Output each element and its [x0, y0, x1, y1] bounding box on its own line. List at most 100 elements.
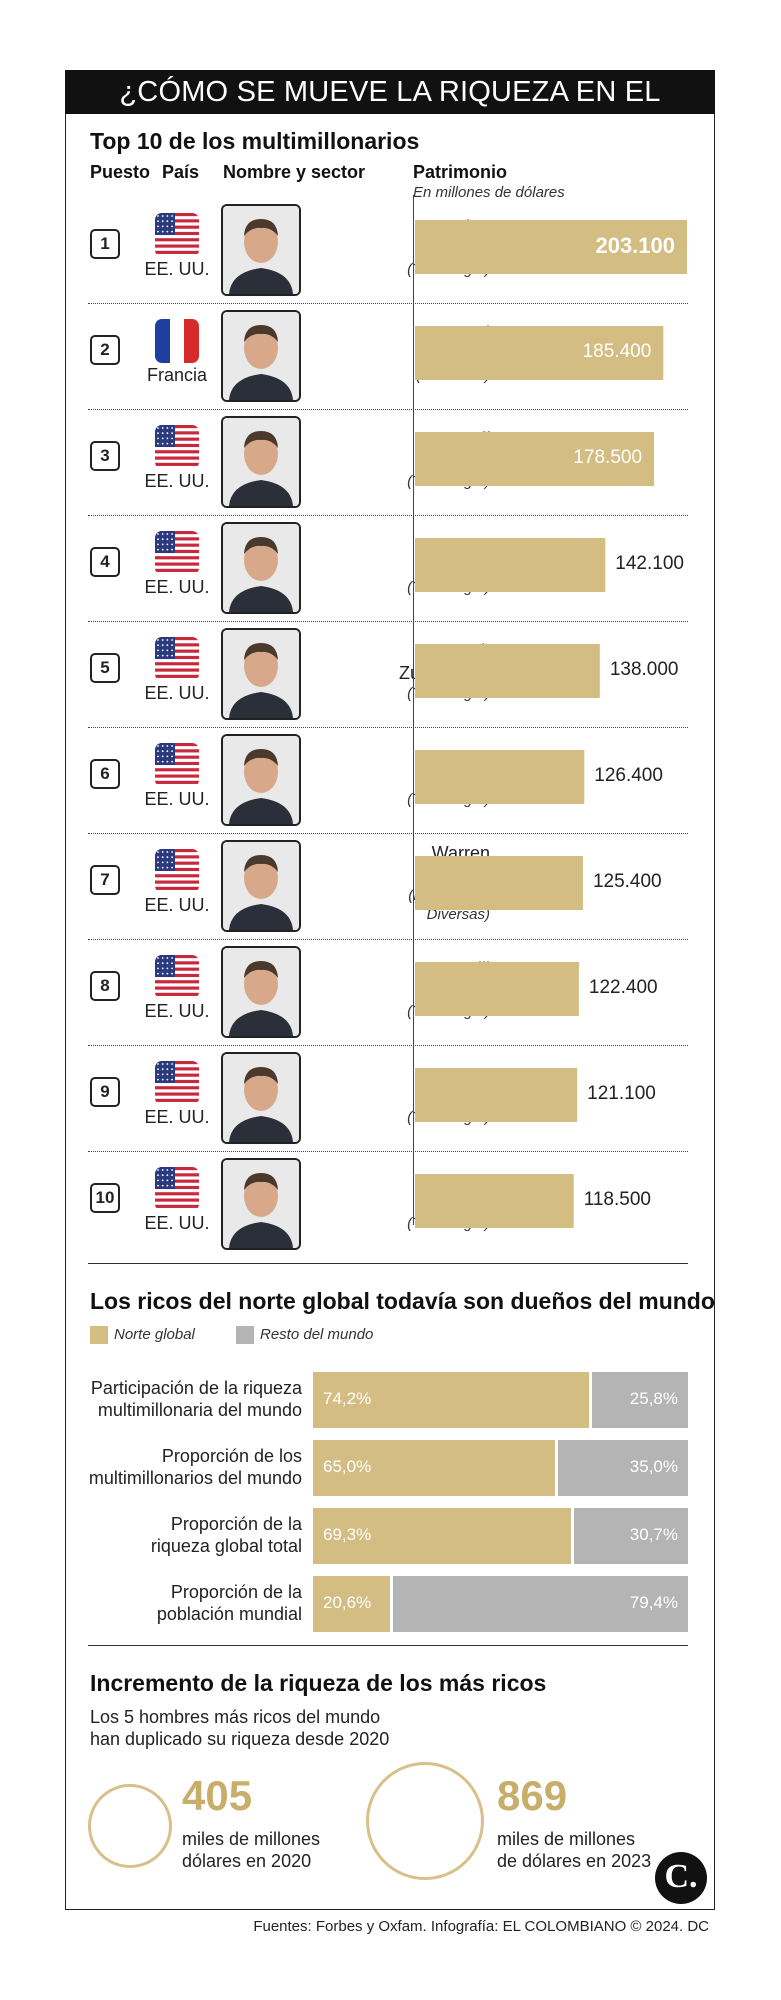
- us-flag-icon: [155, 425, 199, 469]
- ratio-label: Proporción de los multimillonarios del mu…: [80, 1445, 302, 1489]
- sector-line: (Tecnología): [407, 1002, 490, 1020]
- us-flag-icon: [155, 637, 199, 681]
- worth-value-label: 203.100: [595, 233, 675, 258]
- increase-subtitle-line: Los 5 hombres más ricos del mundo: [90, 1707, 381, 1727]
- rank-badge: 3: [90, 441, 120, 471]
- billionaire-row: 9 EE. UU. Sergey Brin (Tecnología): [85, 1046, 690, 1152]
- rank-badge: 10: [90, 1183, 120, 1213]
- ratio-label-line: riqueza global total: [150, 1536, 302, 1556]
- person-name-line: Zuckerberg: [398, 662, 490, 683]
- us-flag-icon: [155, 743, 199, 787]
- segment-resto-del-mundo: 30,7%: [573, 1508, 688, 1564]
- ratio-label-line: multimillonaria del mundo: [97, 1400, 302, 1420]
- ratio-label-line: Proporción de los: [161, 1446, 302, 1466]
- person-name-line: Ellison: [436, 556, 490, 577]
- worth-value-label: 126.400: [594, 765, 663, 786]
- portrait-photo: [221, 1052, 301, 1144]
- label-2020: miles de millones dólares en 2020: [182, 1828, 320, 1872]
- sector-line: (Tecnología): [407, 1214, 490, 1232]
- label-2020-line: miles de millones: [182, 1829, 321, 1849]
- row-separator: [88, 409, 688, 410]
- segment-norte-global: 20,6%: [313, 1576, 390, 1632]
- divider: [88, 1263, 688, 1264]
- sector-line: (Tecnología): [407, 790, 490, 808]
- name-and-sector: Warren Buffet (Inversiones Diversas): [305, 842, 490, 924]
- col-name-header: Nombre y sector: [223, 162, 366, 182]
- label-2020-line: dólares en 2020: [182, 1851, 312, 1871]
- person-name-line: Buffet: [443, 865, 490, 885]
- ratio-label-line: multimillonarios del mundo: [88, 1468, 302, 1488]
- person-name-line: Larry: [448, 534, 490, 555]
- segment-value: 20,6%: [323, 1593, 372, 1612]
- portrait-photo: [221, 628, 301, 720]
- rank-badge: 7: [90, 865, 120, 895]
- increase-heading: Incremento de la riqueza de los más rico…: [90, 1670, 547, 1696]
- legend-swatch-norte: [90, 1326, 108, 1344]
- worth-value-label: 122.400: [588, 977, 658, 998]
- sector-line: (Inversiones: [408, 887, 490, 904]
- segment-norte-global: 65,0%: [313, 1440, 555, 1496]
- name-and-sector: Sergey Brin (Tecnología): [305, 1064, 490, 1127]
- ratio-label: Proporción de la riqueza global total: [80, 1513, 302, 1557]
- label-2023-line: miles de millones: [497, 1829, 636, 1849]
- row-separator: [88, 727, 688, 728]
- legend-swatch-resto: [236, 1326, 254, 1344]
- name-and-sector: Larry Page (Tecnología): [305, 746, 490, 809]
- rank-badge: 5: [90, 653, 120, 683]
- sector-line: (Tecnología): [407, 260, 490, 278]
- sector-line: (Consumo): [415, 366, 490, 384]
- name-and-sector: Larry Ellison (Tecnología): [305, 534, 490, 597]
- col-worth-subheader: En millones de dólares: [413, 184, 565, 201]
- top10-heading: Top 10 de los multimillonarios: [90, 128, 420, 154]
- person-name-line: Page: [447, 768, 490, 789]
- billionaire-row: 10 EE. UU. Steve Ballmer (Tecnología): [85, 1152, 690, 1258]
- billionaire-row: 2 Francia Bernard Arnault (Consumo): [85, 304, 690, 410]
- divider: [88, 1645, 688, 1646]
- ratio-label: Proporción de la población mundial: [80, 1581, 302, 1625]
- country-label: EE. UU.: [144, 1001, 210, 1021]
- portrait-photo: [221, 522, 301, 614]
- portrait-photo: [221, 204, 301, 296]
- row-separator: [88, 833, 688, 834]
- increase-subtitle: Los 5 hombres más ricos del mundo han du…: [90, 1706, 389, 1750]
- row-separator: [88, 1045, 688, 1046]
- el-colombiano-logo: C.: [655, 1852, 707, 1904]
- name-and-sector: Mark Zuckerberg (Tecnología): [305, 640, 490, 703]
- worth-value-label: 178.500: [573, 447, 643, 468]
- ratio-label: Participación de la riqueza multimillonar…: [80, 1377, 302, 1421]
- portrait-photo: [221, 840, 301, 932]
- worth-value-label: 118.500: [583, 1189, 651, 1210]
- us-flag-icon: [155, 1061, 199, 1105]
- country-label: EE. UU.: [144, 471, 210, 491]
- stacked-bar-row: 20,6% 79,4%: [313, 1576, 688, 1632]
- source-credit: Fuentes: Forbes y Oxfam. Infografía: EL …: [253, 1918, 709, 1935]
- person-name-line: Larry: [448, 746, 490, 767]
- rank-badge: 1: [90, 229, 120, 259]
- page-title: ¿CÓMO SE MUEVE LA RIQUEZA EN EL MUNDO?: [65, 70, 715, 152]
- rank-badge: 8: [90, 971, 120, 1001]
- sector-line: (Tecnología): [407, 1108, 490, 1126]
- person-name-line: Sergey: [432, 1064, 490, 1085]
- segment-value: 35,0%: [629, 1457, 678, 1476]
- country-label: EE. UU.: [144, 895, 210, 915]
- portrait-photo: [221, 946, 301, 1038]
- rank-badge: 4: [90, 547, 120, 577]
- person-name-line: Brin: [457, 1086, 490, 1107]
- north-heading: Los ricos del norte global todavía son d…: [90, 1288, 715, 1314]
- segment-norte-global: 69,3%: [313, 1508, 571, 1564]
- segment-value: 65,0%: [323, 1457, 372, 1476]
- person-name-line: Mark: [450, 640, 490, 661]
- us-flag-icon: [155, 213, 199, 257]
- col-country-header: País: [162, 162, 200, 182]
- worth-value-label: 121.100: [587, 1083, 656, 1104]
- segment-value: 25,8%: [629, 1389, 678, 1408]
- worth-value-label: 138.000: [609, 659, 679, 680]
- stacked-bar-row: 65,0% 35,0%: [313, 1440, 688, 1496]
- segment-value: 79,4%: [629, 1593, 678, 1612]
- segment-value: 69,3%: [323, 1525, 372, 1544]
- segment-resto-del-mundo: 25,8%: [592, 1372, 688, 1428]
- legend-label-norte: Norte global: [114, 1326, 195, 1343]
- ratio-label-line: Proporción de la: [170, 1514, 302, 1534]
- worth-value-label: 185.400: [582, 341, 652, 362]
- rank-badge: 9: [90, 1077, 120, 1107]
